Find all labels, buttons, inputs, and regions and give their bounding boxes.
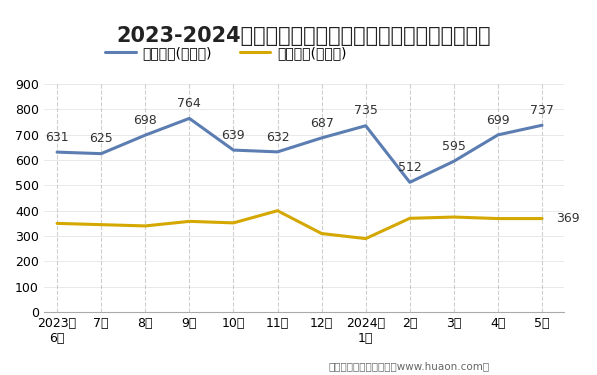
Text: 625: 625 [90,132,113,146]
出口总额(亿美元) [362,123,370,128]
出口总额(亿美元) [230,148,237,152]
Text: 764: 764 [177,97,201,110]
Title: 2023-2024年广东省商品收发货人所在地进、出口额统计: 2023-2024年广东省商品收发货人所在地进、出口额统计 [116,26,491,46]
进口总额(亿美元) [494,216,501,221]
Text: 735: 735 [354,104,378,117]
进口总额(亿美元) [450,215,457,219]
Text: 632: 632 [266,130,290,144]
Text: 制图：华经产业研究院（www.huaon.com）: 制图：华经产业研究院（www.huaon.com） [328,361,490,371]
出口总额(亿美元) [318,136,325,140]
Line: 出口总额(亿美元): 出口总额(亿美元) [57,118,542,182]
出口总额(亿美元) [406,180,413,184]
出口总额(亿美元) [274,150,281,154]
Text: 631: 631 [45,131,69,144]
进口总额(亿美元) [362,236,370,241]
Text: 512: 512 [398,161,421,174]
出口总额(亿美元) [97,152,104,156]
出口总额(亿美元) [54,150,61,154]
Text: 699: 699 [486,114,510,126]
出口总额(亿美元) [186,116,193,121]
出口总额(亿美元) [141,133,149,137]
进口总额(亿美元) [406,216,413,220]
进口总额(亿美元) [274,209,281,213]
进口总额(亿美元) [97,222,104,227]
出口总额(亿美元) [494,133,501,137]
Text: 639: 639 [221,129,245,142]
Legend: 出口总额(亿美元), 进口总额(亿美元): 出口总额(亿美元), 进口总额(亿美元) [100,40,352,66]
Text: 737: 737 [530,104,554,117]
进口总额(亿美元) [186,219,193,224]
出口总额(亿美元) [450,159,457,164]
进口总额(亿美元) [141,224,149,228]
Text: 595: 595 [442,140,466,153]
Text: 369: 369 [556,212,580,225]
进口总额(亿美元) [538,216,546,221]
进口总额(亿美元) [318,231,325,236]
Text: 687: 687 [310,117,334,130]
Line: 进口总额(亿美元): 进口总额(亿美元) [57,211,542,238]
进口总额(亿美元) [54,221,61,226]
Text: 698: 698 [133,114,157,127]
进口总额(亿美元) [230,220,237,225]
出口总额(亿美元) [538,123,546,128]
